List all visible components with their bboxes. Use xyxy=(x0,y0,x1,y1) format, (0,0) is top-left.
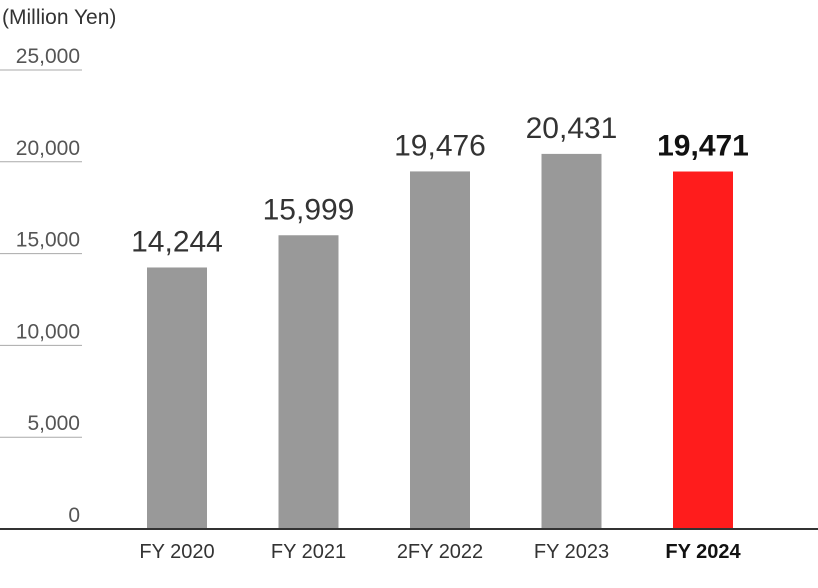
unit-label: (Million Yen) xyxy=(2,6,116,29)
data-labels: 14,244 15,999 19,476 20,431 19,471 xyxy=(131,112,749,259)
y-tick-label: 5,000 xyxy=(27,412,80,435)
y-tick-label: 15,000 xyxy=(16,229,80,252)
bar xyxy=(147,267,207,529)
bar xyxy=(541,153,602,529)
data-label: 19,476 xyxy=(394,129,486,162)
y-tick-label: 10,000 xyxy=(16,320,80,343)
category-label: FY 2021 xyxy=(271,541,346,563)
y-tick-label: 25,000 xyxy=(16,45,80,68)
data-label: 20,431 xyxy=(526,112,618,145)
data-label: 15,999 xyxy=(263,193,355,226)
y-tick-label: 0 xyxy=(68,504,80,527)
bar xyxy=(673,171,733,529)
bar xyxy=(278,235,339,529)
data-label: 14,244 xyxy=(131,225,223,258)
bar xyxy=(410,171,470,529)
category-label: FY 2023 xyxy=(534,541,609,563)
bars xyxy=(147,153,733,529)
category-label: FY 2024 xyxy=(665,541,741,563)
data-label: 19,471 xyxy=(657,130,749,163)
y-gridlines xyxy=(0,69,82,438)
y-axis-ticks: 0 5,000 10,000 15,000 20,000 25,000 xyxy=(16,45,80,527)
x-axis-categories: FY 2020 FY 2021 2FY 2022 FY 2023 FY 2024 xyxy=(139,541,741,563)
category-label: 2FY 2022 xyxy=(397,541,483,563)
y-tick-label: 20,000 xyxy=(16,137,80,160)
category-label: FY 2020 xyxy=(139,541,214,563)
